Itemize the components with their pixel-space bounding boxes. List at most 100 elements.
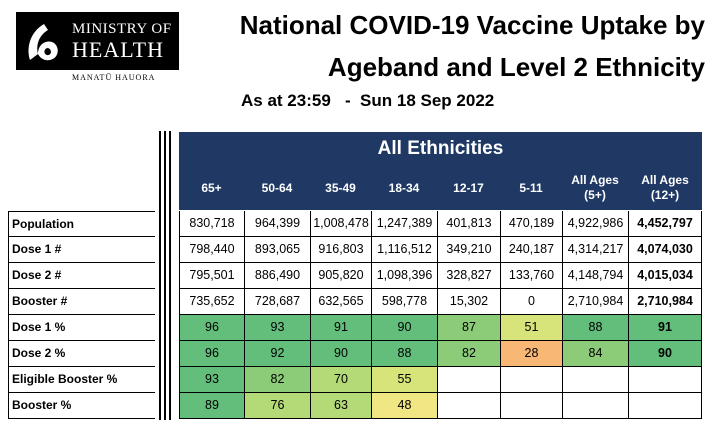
table-cell: 92 (244, 341, 310, 367)
table-row: Dose 2 % 96 92 90 88 82 28 84 90 (8, 341, 702, 367)
table-cell: 4,922,986 (562, 211, 628, 237)
table-row: Eligible Booster % 93 82 70 55 (8, 367, 702, 393)
column-header: All Ages (12+) (641, 173, 689, 202)
table-row: Dose 1 % 96 93 91 90 87 51 88 91 (8, 315, 702, 341)
table-cell: 2,710,984 (562, 289, 628, 315)
table-cell: 735,652 (179, 289, 244, 315)
logo-line-1: MINISTRY OF (72, 21, 172, 37)
group-header: All Ethnicities (377, 138, 504, 159)
table-cell: 4,015,034 (628, 263, 702, 289)
table-cell: 91 (310, 315, 371, 341)
column-header: 50-64 (261, 180, 293, 195)
table-cell: 4,314,217 (562, 237, 628, 263)
table-cell: 964,399 (244, 211, 310, 237)
table-cell (628, 393, 702, 419)
table-cell: 598,778 (371, 289, 437, 315)
table-cell: 2,710,984 (628, 289, 702, 315)
table-cell: 1,098,396 (371, 263, 437, 289)
page-title-line-2: Ageband and Level 2 Ethnicity (327, 52, 705, 82)
row-label: Dose 1 % (8, 315, 155, 341)
row-label: Dose 2 % (8, 341, 155, 367)
ministry-of-health-logo: MINISTRY OF HEALTH (16, 12, 179, 70)
logo-subtitle: MANATŪ HAUORA (72, 73, 156, 82)
table-cell: 349,210 (437, 237, 500, 263)
table-cell (628, 367, 702, 393)
table-cell (500, 393, 562, 419)
table-cell: 82 (437, 341, 500, 367)
column-header: 18-34 (388, 180, 420, 195)
table-cell: 905,820 (310, 263, 371, 289)
table-cell: 70 (310, 367, 371, 393)
column-header: 65+ (201, 180, 222, 195)
table-cell: 4,074,030 (628, 237, 702, 263)
table-cell: 1,247,389 (371, 211, 437, 237)
table-cell: 240,187 (500, 237, 562, 263)
table-row: Dose 2 # 795,501 886,490 905,820 1,098,396 32… (8, 263, 702, 289)
row-label: Population (8, 211, 155, 237)
column-header: 35-49 (325, 180, 356, 195)
row-label: Eligible Booster % (8, 367, 155, 393)
logo-line-2: HEALTH (72, 37, 164, 62)
table-cell: 55 (371, 367, 437, 393)
table-cell: 916,803 (310, 237, 371, 263)
table-row: Booster % 89 76 63 48 (8, 393, 702, 419)
table-cell: 93 (244, 315, 310, 341)
table-cell: 63 (310, 393, 371, 419)
table-cell: 4,148,794 (562, 263, 628, 289)
table-cell: 28 (500, 341, 562, 367)
table-cell: 1,116,512 (371, 237, 437, 263)
table-header: All Ethnicities 65+ 50-64 35-49 18-34 12-17 5… (179, 132, 702, 210)
table-cell: 830,718 (179, 211, 244, 237)
table-cell: 87 (437, 315, 500, 341)
table-cell: 133,760 (500, 263, 562, 289)
table-cell: 76 (244, 393, 310, 419)
table-cell: 0 (500, 289, 562, 315)
divider (164, 131, 166, 420)
koru-icon (28, 24, 58, 61)
table-cell: 328,827 (437, 263, 500, 289)
table-cell: 90 (628, 341, 702, 367)
vaccine-uptake-table: All Ethnicities 65+ 50-64 35-49 18-34 12-17 5… (8, 131, 702, 420)
table-cell: 51 (500, 315, 562, 341)
table-cell: 89 (179, 393, 244, 419)
row-label: Dose 1 # (8, 237, 155, 263)
table-row: Population 830,718 964,399 1,008,478 1,247,3… (8, 211, 702, 237)
table-cell: 401,813 (437, 211, 500, 237)
table-cell: 82 (244, 367, 310, 393)
table-cell (500, 367, 562, 393)
column-header: All Ages (5+) (571, 173, 619, 202)
row-label: Booster % (8, 393, 155, 419)
table-cell: 90 (371, 315, 437, 341)
table-cell: 470,189 (500, 211, 562, 237)
table-cell: 1,008,478 (310, 211, 371, 237)
table-cell: 886,490 (244, 263, 310, 289)
table-cell: 90 (310, 341, 371, 367)
table-cell: 84 (562, 341, 628, 367)
table-cell: 728,687 (244, 289, 310, 315)
table-cell: 798,440 (179, 237, 244, 263)
table-cell: 88 (371, 341, 437, 367)
table-cell: 93 (179, 367, 244, 393)
divider (159, 131, 161, 420)
table-cell: 893,065 (244, 237, 310, 263)
column-header: 12-17 (453, 180, 484, 195)
row-label: Booster # (8, 289, 155, 315)
table-cell: 15,302 (437, 289, 500, 315)
table-cell: 96 (179, 341, 244, 367)
table-cell: 96 (179, 315, 244, 341)
table-cell (437, 393, 500, 419)
column-header: 5-11 (519, 180, 543, 195)
table-cell: 88 (562, 315, 628, 341)
table-cell (437, 367, 500, 393)
divider (169, 131, 171, 420)
table-cell: 632,565 (310, 289, 371, 315)
as-at-date: As at 23:59 - Sun 18 Sep 2022 (241, 91, 495, 110)
table-cell (562, 393, 628, 419)
table-row: Booster # 735,652 728,687 632,565 598,778 15,… (8, 289, 702, 315)
row-label: Dose 2 # (8, 263, 155, 289)
table-row: Dose 1 # 798,440 893,065 916,803 1,116,512 34… (8, 237, 702, 263)
table-cell: 48 (371, 393, 437, 419)
table-cell: 4,452,797 (628, 211, 702, 237)
table-cell (562, 367, 628, 393)
table-cell: 91 (628, 315, 702, 341)
